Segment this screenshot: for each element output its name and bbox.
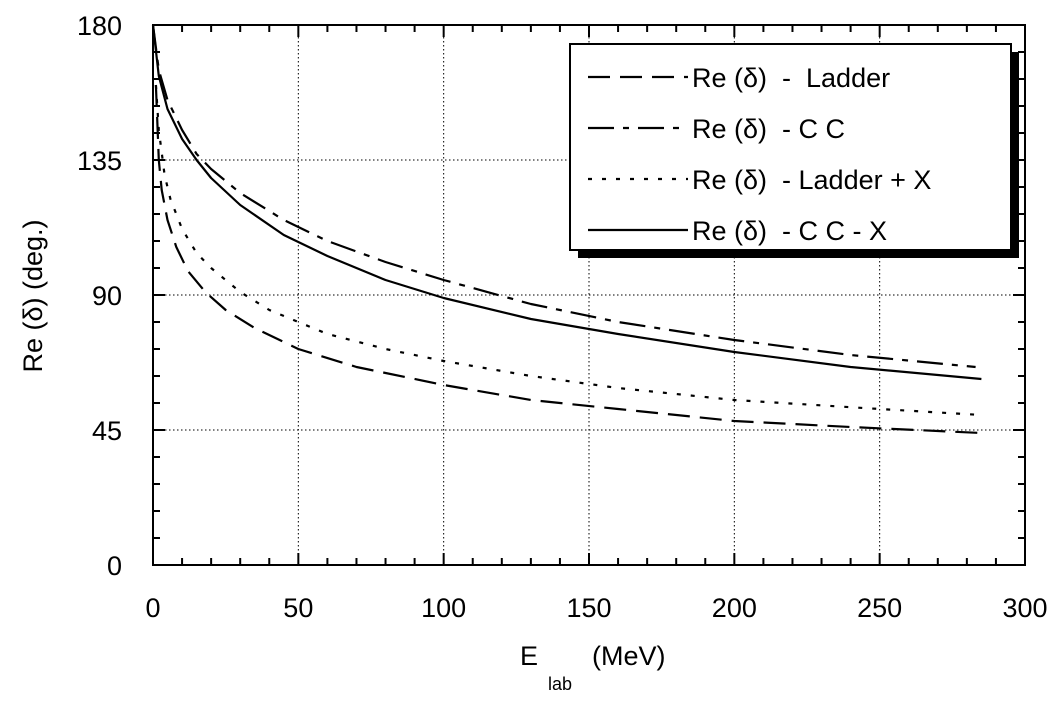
legend-box [569,43,1012,251]
legend: Re (δ) - Ladder Re (δ) - C C Re (δ) - Ladd… [569,43,1019,258]
y-tick-label: 135 [77,146,122,176]
x-axis-label: E [520,641,538,671]
x-tick-label: 100 [421,593,466,623]
x-tick-label: 250 [857,593,902,623]
legend-label-3: Re (δ) - Ladder + X [692,165,931,195]
y-tick-label: 180 [77,11,122,41]
x-tick-label: 200 [712,593,757,623]
y-tick-label: 45 [92,416,122,446]
x-tick-label: 300 [1002,593,1047,623]
x-axis-label-unit: (MeV) [592,641,666,671]
legend-label-2: Re (δ) - C C [692,114,845,144]
x-axis-label-main: E [520,641,538,671]
y-axis-label: Re (δ) (deg.) [18,219,48,372]
series-line-1 [154,84,982,435]
series-lines [151,24,982,435]
axis-ticks [152,24,1026,566]
series-line-3 [154,84,982,417]
series-line-4 [151,24,982,381]
y-tick-label: 0 [107,551,122,581]
legend-label-4: Re (δ) - C C - X [692,216,887,246]
y-tick-label: 90 [92,281,122,311]
legend-label-1: Re (δ) - Ladder [692,63,890,93]
x-tick-label: 150 [566,593,611,623]
x-tick-label: 50 [283,593,313,623]
y-tick-labels: 0 45 90 135 180 [77,11,122,581]
x-tick-labels: 0 50 100 150 200 250 300 [145,593,1047,623]
series-line-2 [151,24,976,369]
x-tick-label: 0 [145,593,160,623]
x-axis-label-sub: lab [548,674,572,694]
